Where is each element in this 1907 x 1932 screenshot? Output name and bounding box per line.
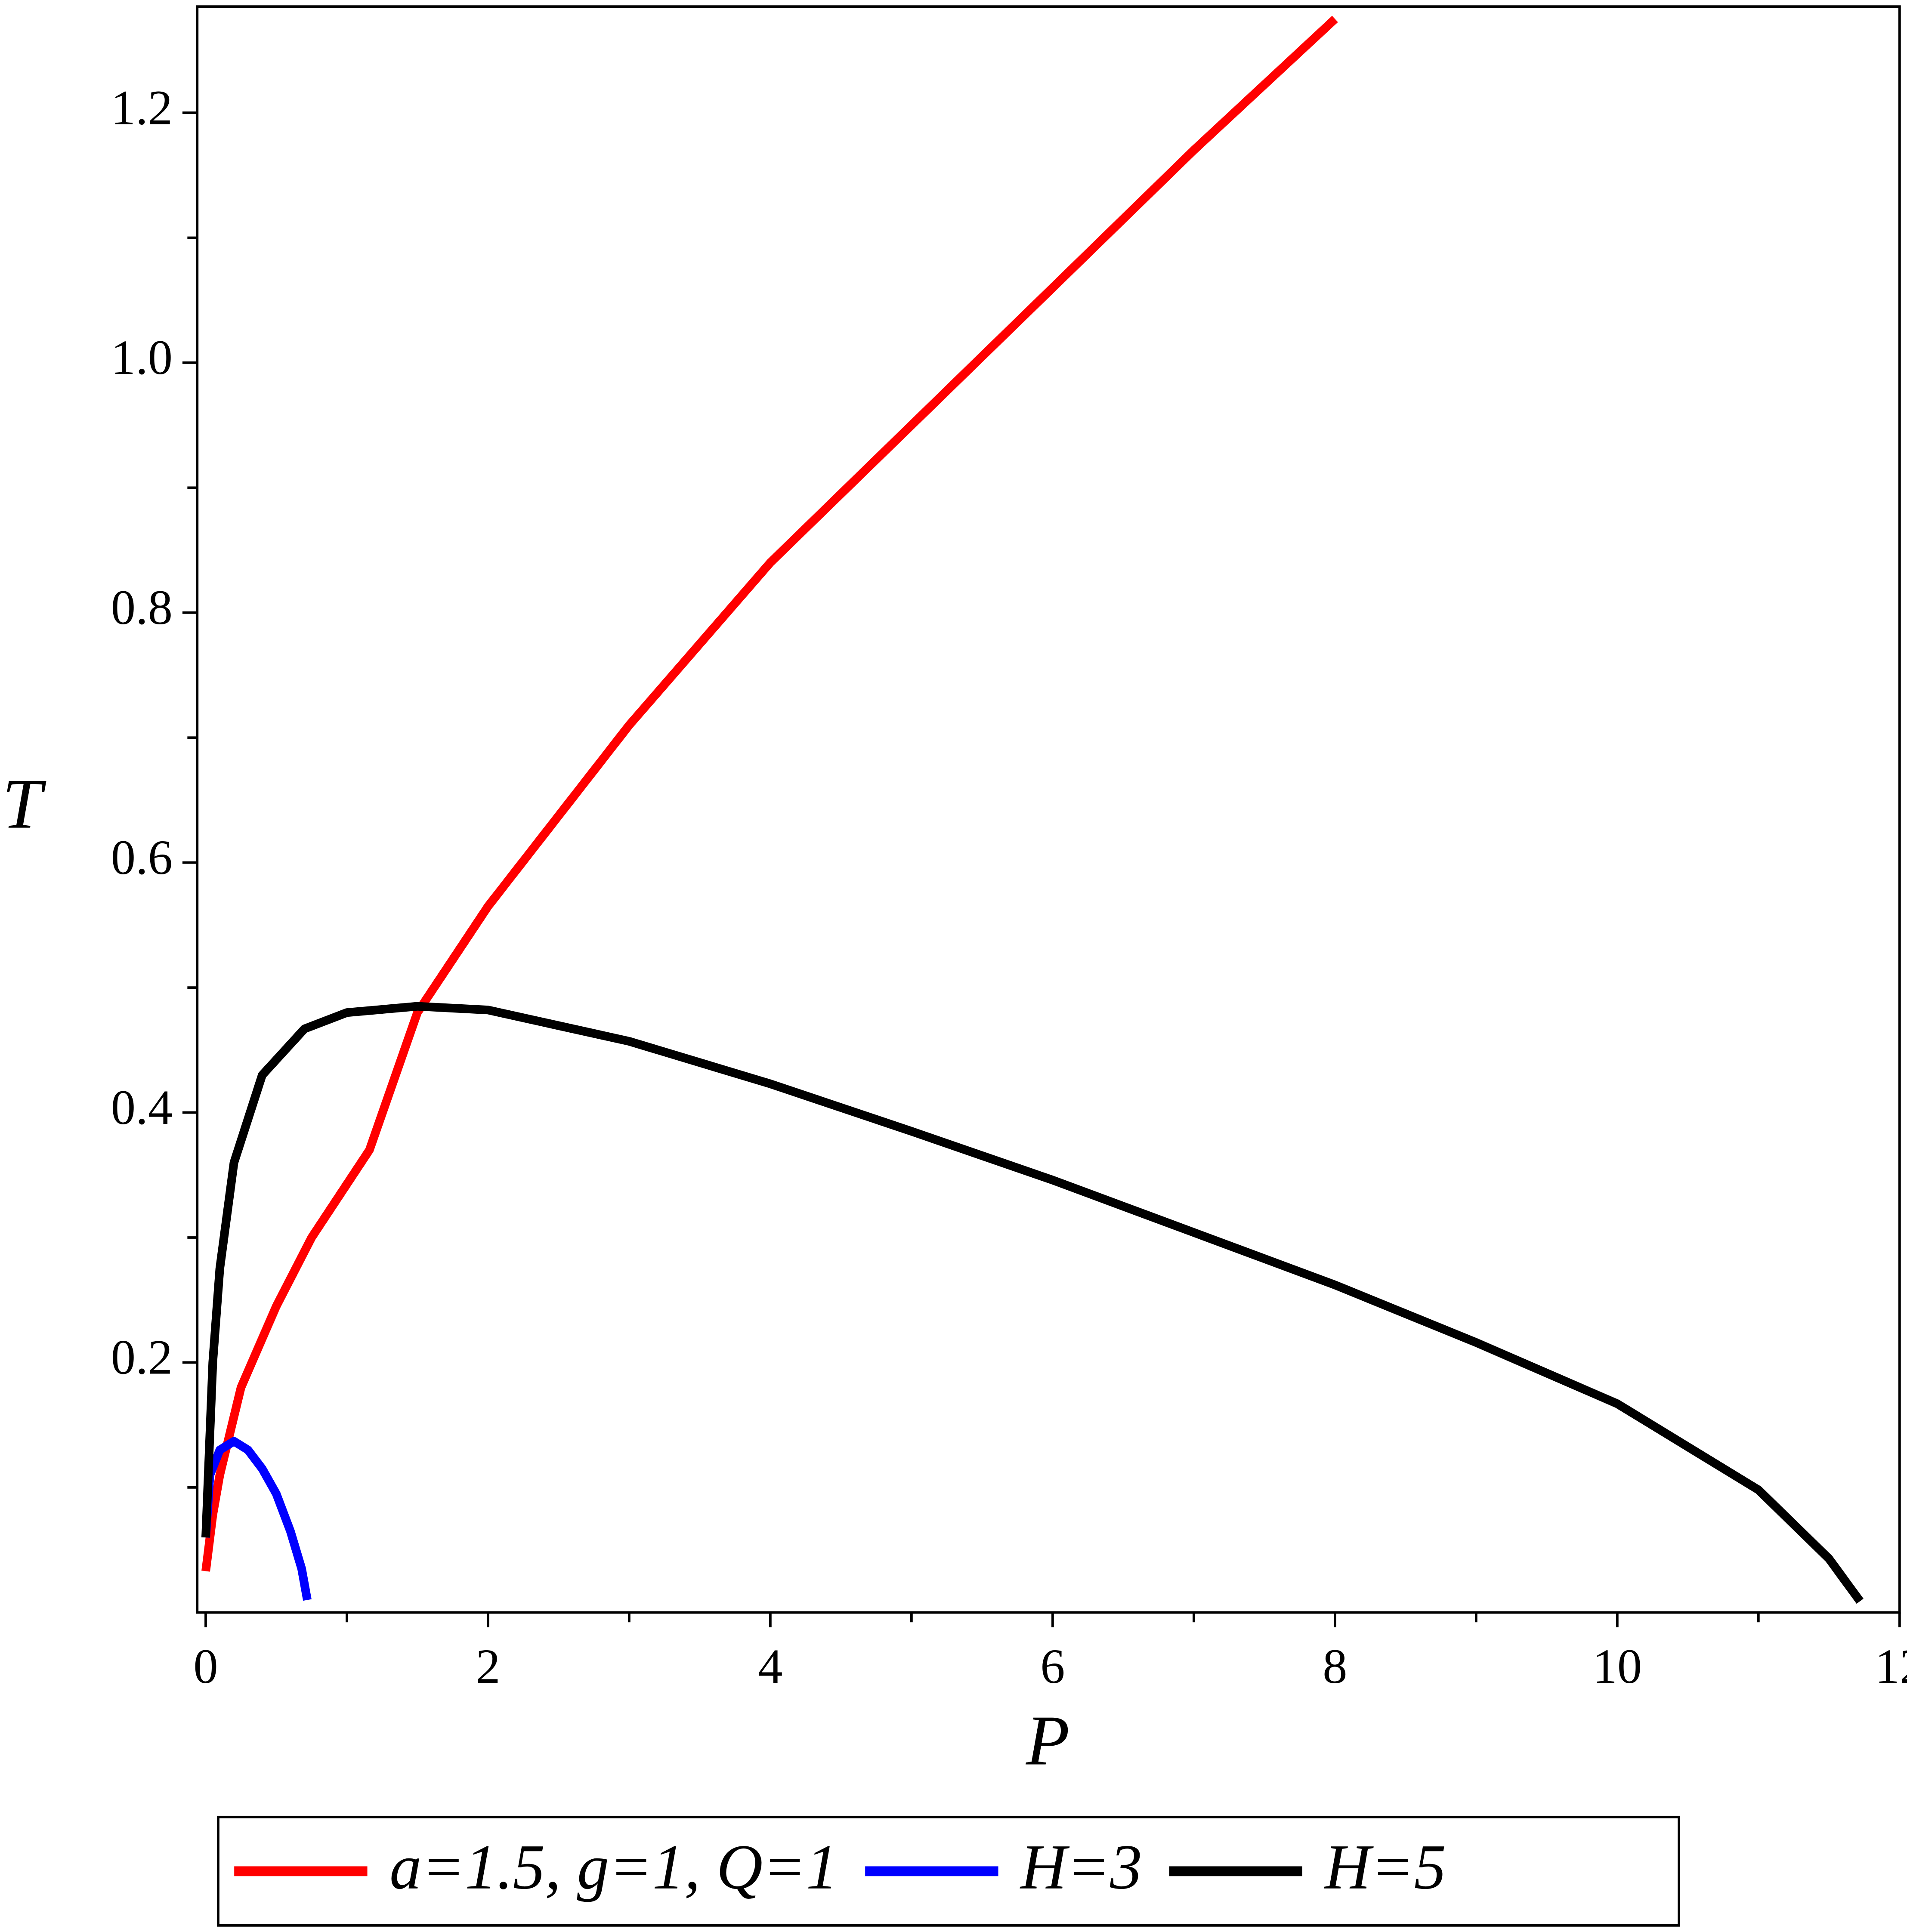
x-tick-label: 2 (476, 1639, 500, 1694)
y-tick-label: 0.2 (111, 1330, 173, 1385)
legend-box (217, 1815, 1680, 1927)
y-axis-label: T (2, 764, 46, 843)
x-tick-label: 0 (193, 1639, 218, 1694)
legend-label: H=3 (1020, 1832, 1142, 1903)
series-line (201, 1002, 1864, 1604)
series-line (201, 15, 1338, 1572)
x-tick-label: 4 (758, 1639, 782, 1694)
y-tick-label: 0.8 (111, 580, 173, 635)
plot-frame (196, 5, 1901, 1614)
y-tick-label: 0.6 (111, 830, 173, 885)
series-line (201, 1437, 312, 1601)
legend-label: a=1.5, g=1, Q=1 (389, 1832, 838, 1903)
x-tick-label: 8 (1323, 1639, 1347, 1694)
x-tick-label: 6 (1040, 1639, 1065, 1694)
y-tick-label: 0.4 (111, 1080, 173, 1135)
x-axis-label: P (1026, 1701, 1069, 1780)
y-tick-label: 1.2 (111, 80, 173, 135)
x-tick-label: 10 (1593, 1639, 1642, 1694)
x-tick-label: 12 (1875, 1639, 1907, 1694)
legend-label: H=5 (1324, 1832, 1446, 1903)
y-tick-label: 1.0 (111, 330, 173, 385)
